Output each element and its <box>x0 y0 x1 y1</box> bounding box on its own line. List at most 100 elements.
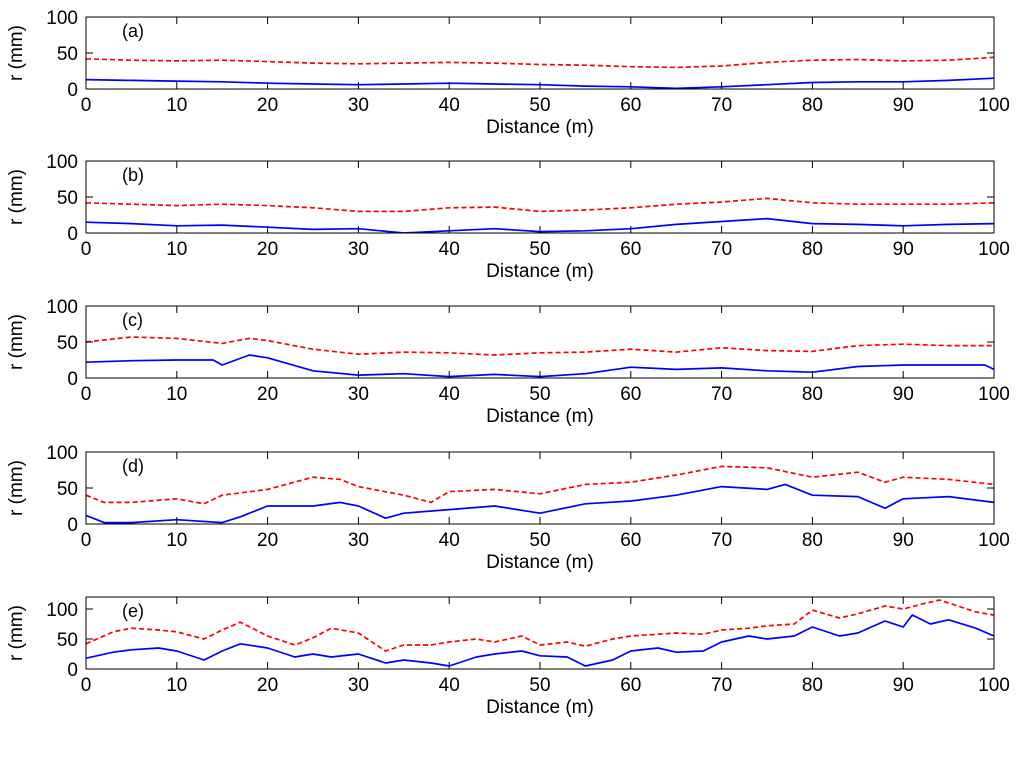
x-tick-label: 100 <box>978 239 1010 260</box>
x-tick-label: 20 <box>257 675 278 696</box>
y-tick-label: 100 <box>46 600 78 621</box>
x-tick-label: 10 <box>166 530 187 551</box>
x-tick-label: 30 <box>348 239 369 260</box>
y-axis-label: r (mm) <box>6 25 27 81</box>
x-tick-label: 50 <box>529 384 550 405</box>
x-tick-label: 50 <box>529 95 550 116</box>
x-tick-label: 100 <box>978 530 1010 551</box>
x-tick-label: 0 <box>81 384 92 405</box>
solid-blue-series-line <box>86 483 994 524</box>
x-tick-label: 100 <box>978 384 1010 405</box>
y-axis-label: r (mm) <box>6 605 27 661</box>
y-tick-label: 50 <box>57 44 78 65</box>
x-tick-label: 90 <box>893 384 914 405</box>
x-tick-label: 10 <box>166 95 187 116</box>
x-tick-label: 10 <box>166 675 187 696</box>
dashed-red-series-line <box>86 336 994 356</box>
x-axis-label: Distance (m) <box>486 117 594 138</box>
y-tick-label: 50 <box>57 188 78 209</box>
x-tick-label: 60 <box>620 95 641 116</box>
x-tick-label: 50 <box>529 530 550 551</box>
x-axis-label: Distance (m) <box>486 406 594 427</box>
y-tick-label: 100 <box>46 297 78 318</box>
y-tick-label: 100 <box>46 443 78 464</box>
x-tick-label: 90 <box>893 530 914 551</box>
x-tick-label: 60 <box>620 675 641 696</box>
y-tick-label: 0 <box>67 515 78 536</box>
axes-frame <box>85 160 995 234</box>
x-tick-label: 80 <box>802 95 823 116</box>
x-tick-label: 70 <box>711 95 732 116</box>
y-tick-label: 0 <box>67 369 78 390</box>
solid-blue-series-line <box>86 614 994 667</box>
y-tick-label: 100 <box>46 152 78 173</box>
x-tick-label: 0 <box>81 675 92 696</box>
solid-blue-series-line <box>86 354 994 378</box>
x-tick-label: 30 <box>348 95 369 116</box>
x-tick-label: 20 <box>257 95 278 116</box>
x-tick-label: 60 <box>620 384 641 405</box>
x-axis-label: Distance (m) <box>486 552 594 573</box>
dashed-red-series-line <box>86 56 994 69</box>
y-tick-label: 100 <box>46 8 78 29</box>
panel-label: (e) <box>122 601 144 621</box>
chart-panel-b: 0 10 20 30 40 50 60 70 80 90 100 0 50 100 Distance (m)… <box>6 152 1010 282</box>
x-tick-label: 50 <box>529 675 550 696</box>
x-tick-label: 0 <box>81 95 92 116</box>
x-tick-label: 30 <box>348 384 369 405</box>
y-tick-label: 0 <box>67 224 78 245</box>
chart-panel-d: 0 10 20 30 40 50 60 70 80 90 100 0 50 100 Distance (m)… <box>6 443 1010 573</box>
chart-panel-c: 0 10 20 30 40 50 60 70 80 90 100 0 50 100 Distance (m)… <box>6 297 1010 427</box>
dashed-red-series-line <box>86 465 994 505</box>
y-tick-label: 50 <box>57 479 78 500</box>
x-tick-label: 20 <box>257 384 278 405</box>
x-tick-label: 90 <box>893 239 914 260</box>
x-tick-label: 80 <box>802 675 823 696</box>
x-tick-label: 50 <box>529 239 550 260</box>
chart-panel-e: 0 10 20 30 40 50 60 70 80 90 100 0 50 100 Distance (m)… <box>6 596 1010 718</box>
x-tick-label: 70 <box>711 239 732 260</box>
x-tick-label: 80 <box>802 530 823 551</box>
dashed-red-series-line <box>86 599 994 652</box>
x-tick-label: 70 <box>711 384 732 405</box>
x-tick-label: 0 <box>81 530 92 551</box>
panel-label: (a) <box>122 21 144 41</box>
x-tick-label: 30 <box>348 675 369 696</box>
x-tick-label: 90 <box>893 675 914 696</box>
x-tick-label: 90 <box>893 95 914 116</box>
x-tick-label: 10 <box>166 384 187 405</box>
y-tick-label: 50 <box>57 333 78 354</box>
x-tick-label: 70 <box>711 530 732 551</box>
x-tick-label: 30 <box>348 530 369 551</box>
x-tick-label: 0 <box>81 239 92 260</box>
x-tick-label: 40 <box>439 675 460 696</box>
y-tick-label: 0 <box>67 660 78 681</box>
x-tick-label: 80 <box>802 239 823 260</box>
x-axis-label: Distance (m) <box>486 261 594 282</box>
x-tick-label: 40 <box>439 530 460 551</box>
x-tick-label: 40 <box>439 384 460 405</box>
y-axis-label: r (mm) <box>6 314 27 370</box>
x-tick-label: 40 <box>439 239 460 260</box>
x-tick-label: 60 <box>620 530 641 551</box>
x-tick-label: 70 <box>711 675 732 696</box>
x-tick-label: 80 <box>802 384 823 405</box>
x-tick-label: 20 <box>257 239 278 260</box>
y-tick-label: 50 <box>57 630 78 651</box>
x-tick-label: 100 <box>978 675 1010 696</box>
panel-label: (c) <box>122 310 143 330</box>
chart-panel-a: 0 10 20 30 40 50 60 70 80 90 100 0 50 100 Distance (m)… <box>6 8 1010 138</box>
axes-frame <box>85 16 995 90</box>
x-tick-label: 60 <box>620 239 641 260</box>
y-axis-label: r (mm) <box>6 169 27 225</box>
x-tick-label: 100 <box>978 95 1010 116</box>
panel-label: (d) <box>122 456 144 476</box>
x-tick-label: 40 <box>439 95 460 116</box>
x-tick-label: 20 <box>257 530 278 551</box>
x-axis-label: Distance (m) <box>486 697 594 718</box>
dashed-red-series-line <box>86 197 994 213</box>
x-tick-label: 10 <box>166 239 187 260</box>
y-axis-label: r (mm) <box>6 460 27 516</box>
panel-label: (b) <box>122 165 144 185</box>
